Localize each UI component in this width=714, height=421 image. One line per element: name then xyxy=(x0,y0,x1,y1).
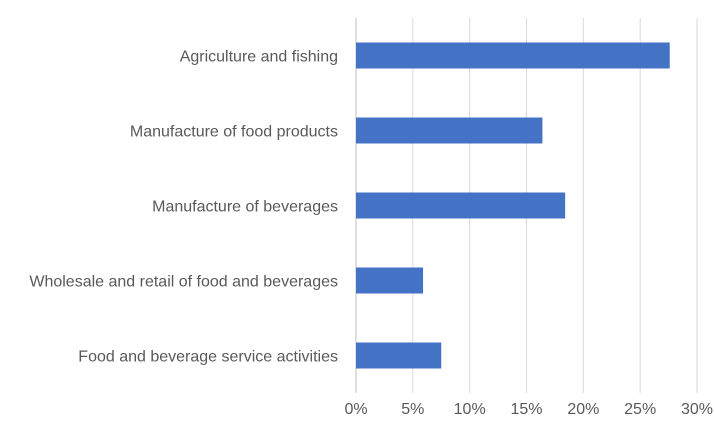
x-tick-label: 5% xyxy=(401,401,424,418)
bar-layer xyxy=(356,42,670,369)
x-tick-label: 25% xyxy=(624,401,656,418)
category-label: Manufacture of beverages xyxy=(152,199,338,216)
bar xyxy=(356,42,670,69)
category-label: Agriculture and fishing xyxy=(180,49,338,66)
x-tick-label: 0% xyxy=(344,401,367,418)
bar xyxy=(356,192,566,219)
x-tick-label: 15% xyxy=(510,401,542,418)
x-tick-label: 10% xyxy=(454,401,486,418)
x-tick-label: 30% xyxy=(681,401,713,418)
tick-label-layer: 0% 5% 10% 15% 20% 25% 30% xyxy=(344,401,713,418)
category-label: Food and beverage service activities xyxy=(78,349,338,366)
bar xyxy=(356,267,424,294)
category-label-layer: Agriculture and fishing Manufacture of fo… xyxy=(29,49,338,366)
x-tick-label: 20% xyxy=(567,401,599,418)
category-label: Manufacture of food products xyxy=(130,124,338,141)
bar xyxy=(356,117,543,144)
bar xyxy=(356,342,442,369)
category-label: Wholesale and retail of food and beverag… xyxy=(29,274,338,291)
